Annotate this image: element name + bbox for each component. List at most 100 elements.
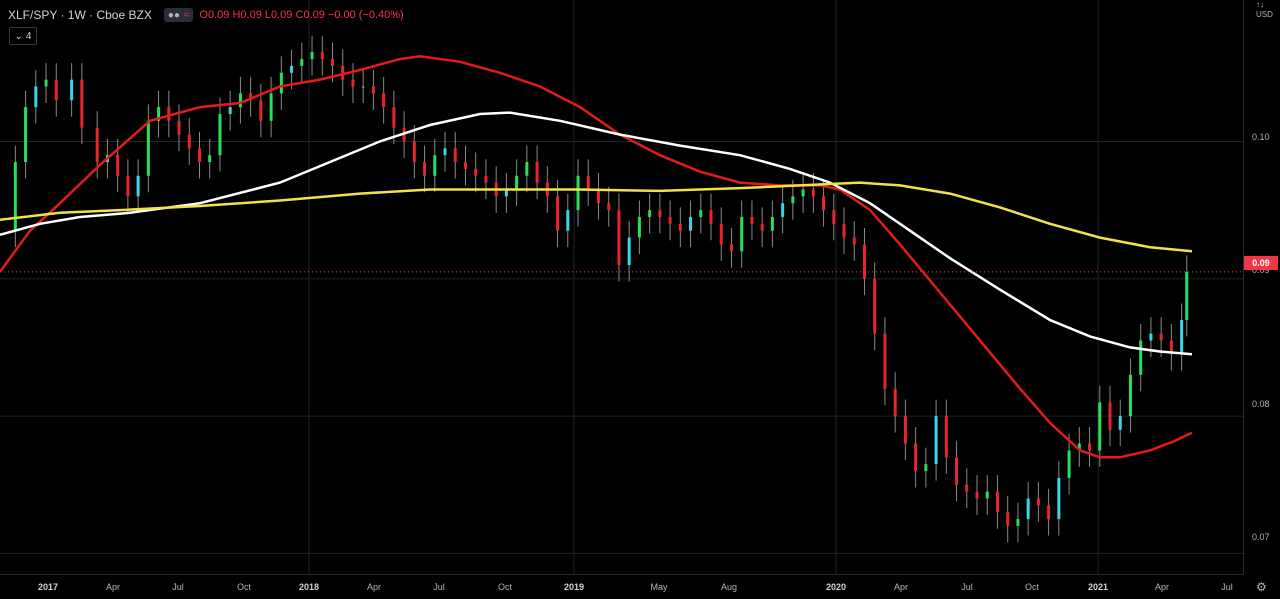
scale-arrows-icon[interactable]: ↑↓ [1256,0,1264,9]
candle-body [760,223,764,231]
candle-body [985,491,989,499]
candle-body [770,216,774,231]
candle-body [883,333,887,389]
ohlc-low: L0.09 [264,9,293,21]
candle-body [484,175,488,183]
candle-body [668,216,672,224]
candle-body [300,59,304,66]
time-label: Jul [172,582,184,592]
time-label: Apr [1154,582,1170,592]
indicators-toggle[interactable]: ⌄ 4 [9,27,37,45]
candle-body [648,210,652,217]
candle-body [791,196,795,204]
candle-body [576,175,580,211]
candle-body [699,210,703,217]
candle-body [596,189,600,204]
legend-controls[interactable]: ●● ≈ [163,8,194,22]
candle-body [116,155,120,176]
candle-body [719,223,723,245]
sma-fast-line [0,55,1193,459]
candle-body [351,79,355,87]
candle-body [842,223,846,238]
candle-body [1169,340,1173,355]
time-axis[interactable]: 2017 Apr Jul Oct 2018 Apr Jul Oct 2019 M… [0,574,1243,599]
candle-body [944,416,948,458]
candle-body [750,216,754,224]
candle-body [801,189,805,197]
candle-body [1047,505,1051,520]
time-label: Apr [105,582,121,592]
candle-body [1108,402,1112,430]
ohlc-readout: O0.09 H0.09 L0.09 C0.09 −0.00 (−0.40%) [199,9,403,21]
candle-body [95,127,99,163]
candle-body [146,120,150,176]
time-label: Jul [433,582,445,592]
time-label: May [650,582,668,592]
candle-body [249,93,253,101]
candle-body [934,416,938,465]
candle-body [627,237,631,266]
time-label: 2021 [1087,582,1109,592]
price-label: 0.08 [1252,399,1270,409]
candle-body [1026,498,1030,520]
time-label: 2018 [298,582,320,592]
time-label: 2019 [563,582,585,592]
candle-body [1180,319,1184,355]
chevron-down-icon: ⌄ [14,30,23,42]
symbol-title[interactable]: XLF/SPY · 1W · Cboe BZX [8,8,152,22]
time-label: Apr [893,582,909,592]
candle-body [1149,333,1153,341]
candle-body [903,416,907,444]
candle-body [208,155,212,163]
candle-body [781,203,785,217]
candle-body [729,244,733,252]
candle-body [862,244,866,279]
candle-body [320,52,324,60]
candle-body [709,210,713,224]
candle-body [382,93,386,108]
candle-body [1185,271,1189,320]
candle-body [556,196,560,231]
eye-icon[interactable]: ●● [167,9,180,21]
candle-body [504,189,508,197]
candle-body [1067,450,1071,478]
candle-body [689,216,693,231]
candle-body [218,113,222,156]
ohlc-open: O0.09 [199,9,230,21]
symbol-legend: XLF/SPY · 1W · Cboe BZX ●● ≈ O0.09 H0.09… [8,6,404,24]
currency-label: USD [1256,10,1273,19]
candle-body [136,175,140,197]
candle-body [678,223,682,231]
candle-body [238,93,242,108]
price-label: 0.07 [1252,532,1270,542]
candle-body [24,107,28,163]
sma-mid-line [0,111,1193,356]
candle-body [607,203,611,211]
candle-body [1128,374,1132,417]
gear-icon[interactable]: ⚙ [1256,580,1267,594]
last-price-tag: 0.09 [1244,256,1278,270]
candle-body [586,175,590,190]
time-label: Apr [366,582,382,592]
candle-body [187,134,191,149]
price-axis[interactable]: 0.10 0.09 0.08 0.07 [1243,0,1280,574]
candle-body [167,107,171,121]
candle-body [515,175,519,190]
candle-body [617,210,621,266]
candle-body [259,100,263,121]
candle-body [44,79,48,87]
time-label: Oct [1024,582,1040,592]
time-label: Aug [720,582,738,592]
time-label: Oct [497,582,513,592]
wave-icon[interactable]: ≈ [183,9,190,21]
candle-body [1088,443,1092,451]
candle-body [269,93,273,121]
candle-body [955,457,959,485]
candle-body [1036,498,1040,506]
candle-body [197,148,201,163]
candle-body [975,491,979,499]
candle-body [361,86,365,88]
candle-body [126,175,130,197]
